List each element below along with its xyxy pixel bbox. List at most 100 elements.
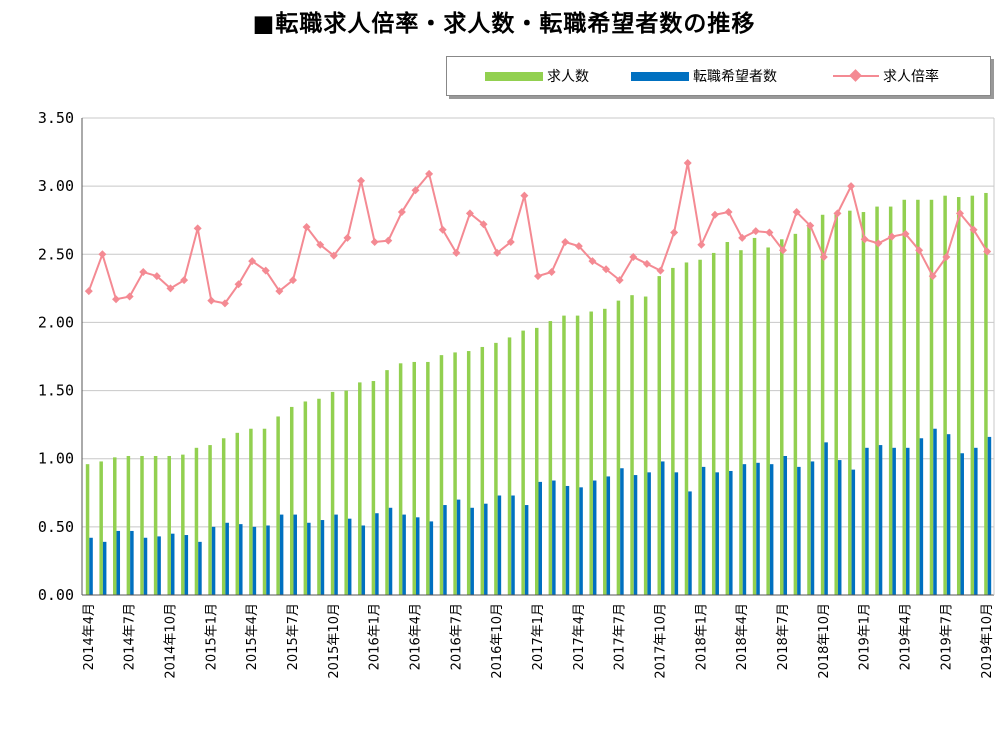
point-ratio xyxy=(357,176,366,185)
bar-job-openings xyxy=(344,390,348,595)
x-tick-label: 2019年4月 xyxy=(899,603,914,670)
point-ratio xyxy=(193,224,202,233)
y-tick-label: 3.00 xyxy=(38,177,74,195)
legend-swatch-job-seekers xyxy=(631,71,689,81)
point-ratio xyxy=(928,272,937,281)
bar-job-openings xyxy=(589,311,593,595)
bar-job-openings xyxy=(630,295,634,595)
bar-job-openings xyxy=(521,330,525,595)
bar-job-seekers xyxy=(130,530,134,595)
bar-job-seekers xyxy=(225,522,229,595)
bar-job-seekers xyxy=(769,464,774,595)
point-ratio xyxy=(438,225,447,234)
bar-job-seekers xyxy=(674,472,679,595)
bar-job-openings xyxy=(834,213,838,595)
bar-job-openings xyxy=(848,210,852,595)
x-tick-label: 2015年1月 xyxy=(204,603,219,670)
point-ratio xyxy=(860,235,869,244)
x-tick-label: 2017年4月 xyxy=(572,603,587,670)
point-ratio xyxy=(261,266,270,275)
bar-job-seekers xyxy=(347,518,352,595)
x-tick-label: 2018年4月 xyxy=(735,603,750,670)
bar-job-seekers xyxy=(538,481,542,595)
x-tick-label: 2019年7月 xyxy=(939,603,954,670)
bar-job-seekers xyxy=(334,514,338,595)
bar-job-openings xyxy=(766,247,770,595)
point-ratio xyxy=(275,287,284,296)
legend-label-ratio: 求人倍率 xyxy=(883,69,939,85)
x-tick-label: 2019年10月 xyxy=(980,603,995,679)
x-tick-label: 2016年1月 xyxy=(368,603,383,670)
x-tick-label: 2019年1月 xyxy=(858,603,873,670)
bar-job-seekers xyxy=(375,513,379,595)
bar-job-seekers xyxy=(906,447,910,595)
bar-job-seekers xyxy=(184,535,189,595)
bar-job-seekers xyxy=(579,487,583,595)
bar-job-seekers xyxy=(620,468,624,595)
point-ratio xyxy=(411,186,420,195)
point-ratio xyxy=(302,223,311,232)
bar-job-seekers xyxy=(661,461,665,595)
bar-job-seekers xyxy=(851,469,856,595)
bar-job-openings xyxy=(153,455,158,595)
bar-job-openings xyxy=(235,432,240,595)
bar-job-seekers xyxy=(198,541,202,595)
bar-job-seekers xyxy=(102,541,107,595)
bar-job-openings xyxy=(249,428,253,595)
point-ratio xyxy=(465,209,474,218)
point-ratio xyxy=(152,272,161,281)
bar-job-seekers xyxy=(157,536,161,595)
bar-job-openings xyxy=(358,382,362,595)
bar-job-openings xyxy=(956,197,961,595)
point-ratio xyxy=(574,242,583,251)
bar-job-seekers xyxy=(592,480,597,595)
x-tick-label: 2014年7月 xyxy=(123,603,138,670)
bar-job-seekers xyxy=(361,525,366,595)
point-ratio xyxy=(738,233,747,242)
point-ratio xyxy=(588,257,597,266)
point-ratio xyxy=(506,238,515,247)
point-ratio xyxy=(220,299,229,308)
bar-job-openings xyxy=(453,352,457,595)
point-ratio xyxy=(724,208,733,217)
bar-job-seekers xyxy=(415,517,420,595)
bar-job-seekers xyxy=(307,522,311,595)
x-tick-label: 2018年7月 xyxy=(776,603,791,670)
legend-item-job-openings: 求人数 xyxy=(485,57,589,95)
bar-job-openings xyxy=(657,276,662,595)
point-ratio xyxy=(207,296,216,305)
bar-job-seekers xyxy=(293,514,297,595)
bar-job-seekers xyxy=(987,436,992,595)
bar-job-openings xyxy=(603,308,607,595)
bar-job-openings xyxy=(262,428,267,595)
legend-item-job-seekers: 転職希望者数 xyxy=(631,57,777,95)
bar-job-openings xyxy=(426,361,430,595)
bar-job-openings xyxy=(317,398,321,595)
bar-job-openings xyxy=(371,381,376,595)
point-ratio xyxy=(248,257,257,266)
bar-job-seekers xyxy=(239,524,243,595)
point-ratio xyxy=(792,208,801,217)
bar-job-seekers xyxy=(688,491,692,595)
bar-job-openings xyxy=(820,214,825,595)
bar-job-openings xyxy=(984,192,988,595)
point-ratio xyxy=(901,229,910,238)
chart-legend: 求人数 転職希望者数 求人倍率 xyxy=(446,56,991,96)
bar-job-openings xyxy=(562,315,566,595)
legend-swatch-job-openings xyxy=(485,71,543,81)
point-ratio xyxy=(683,158,692,167)
bar-job-openings xyxy=(793,233,798,596)
bar-job-seekers xyxy=(974,447,978,595)
bar-job-openings xyxy=(85,464,90,595)
bar-job-seekers xyxy=(565,485,570,595)
y-tick-label: 1.00 xyxy=(38,450,74,468)
point-ratio xyxy=(751,227,760,236)
y-tick-label: 2.00 xyxy=(38,313,74,331)
bar-job-openings xyxy=(289,406,294,595)
bar-job-seekers xyxy=(484,503,488,595)
point-ratio xyxy=(806,221,815,230)
bar-job-seekers xyxy=(919,438,924,595)
point-ratio xyxy=(670,228,679,237)
y-tick-label: 2.50 xyxy=(38,245,74,263)
bar-job-openings xyxy=(466,351,471,595)
